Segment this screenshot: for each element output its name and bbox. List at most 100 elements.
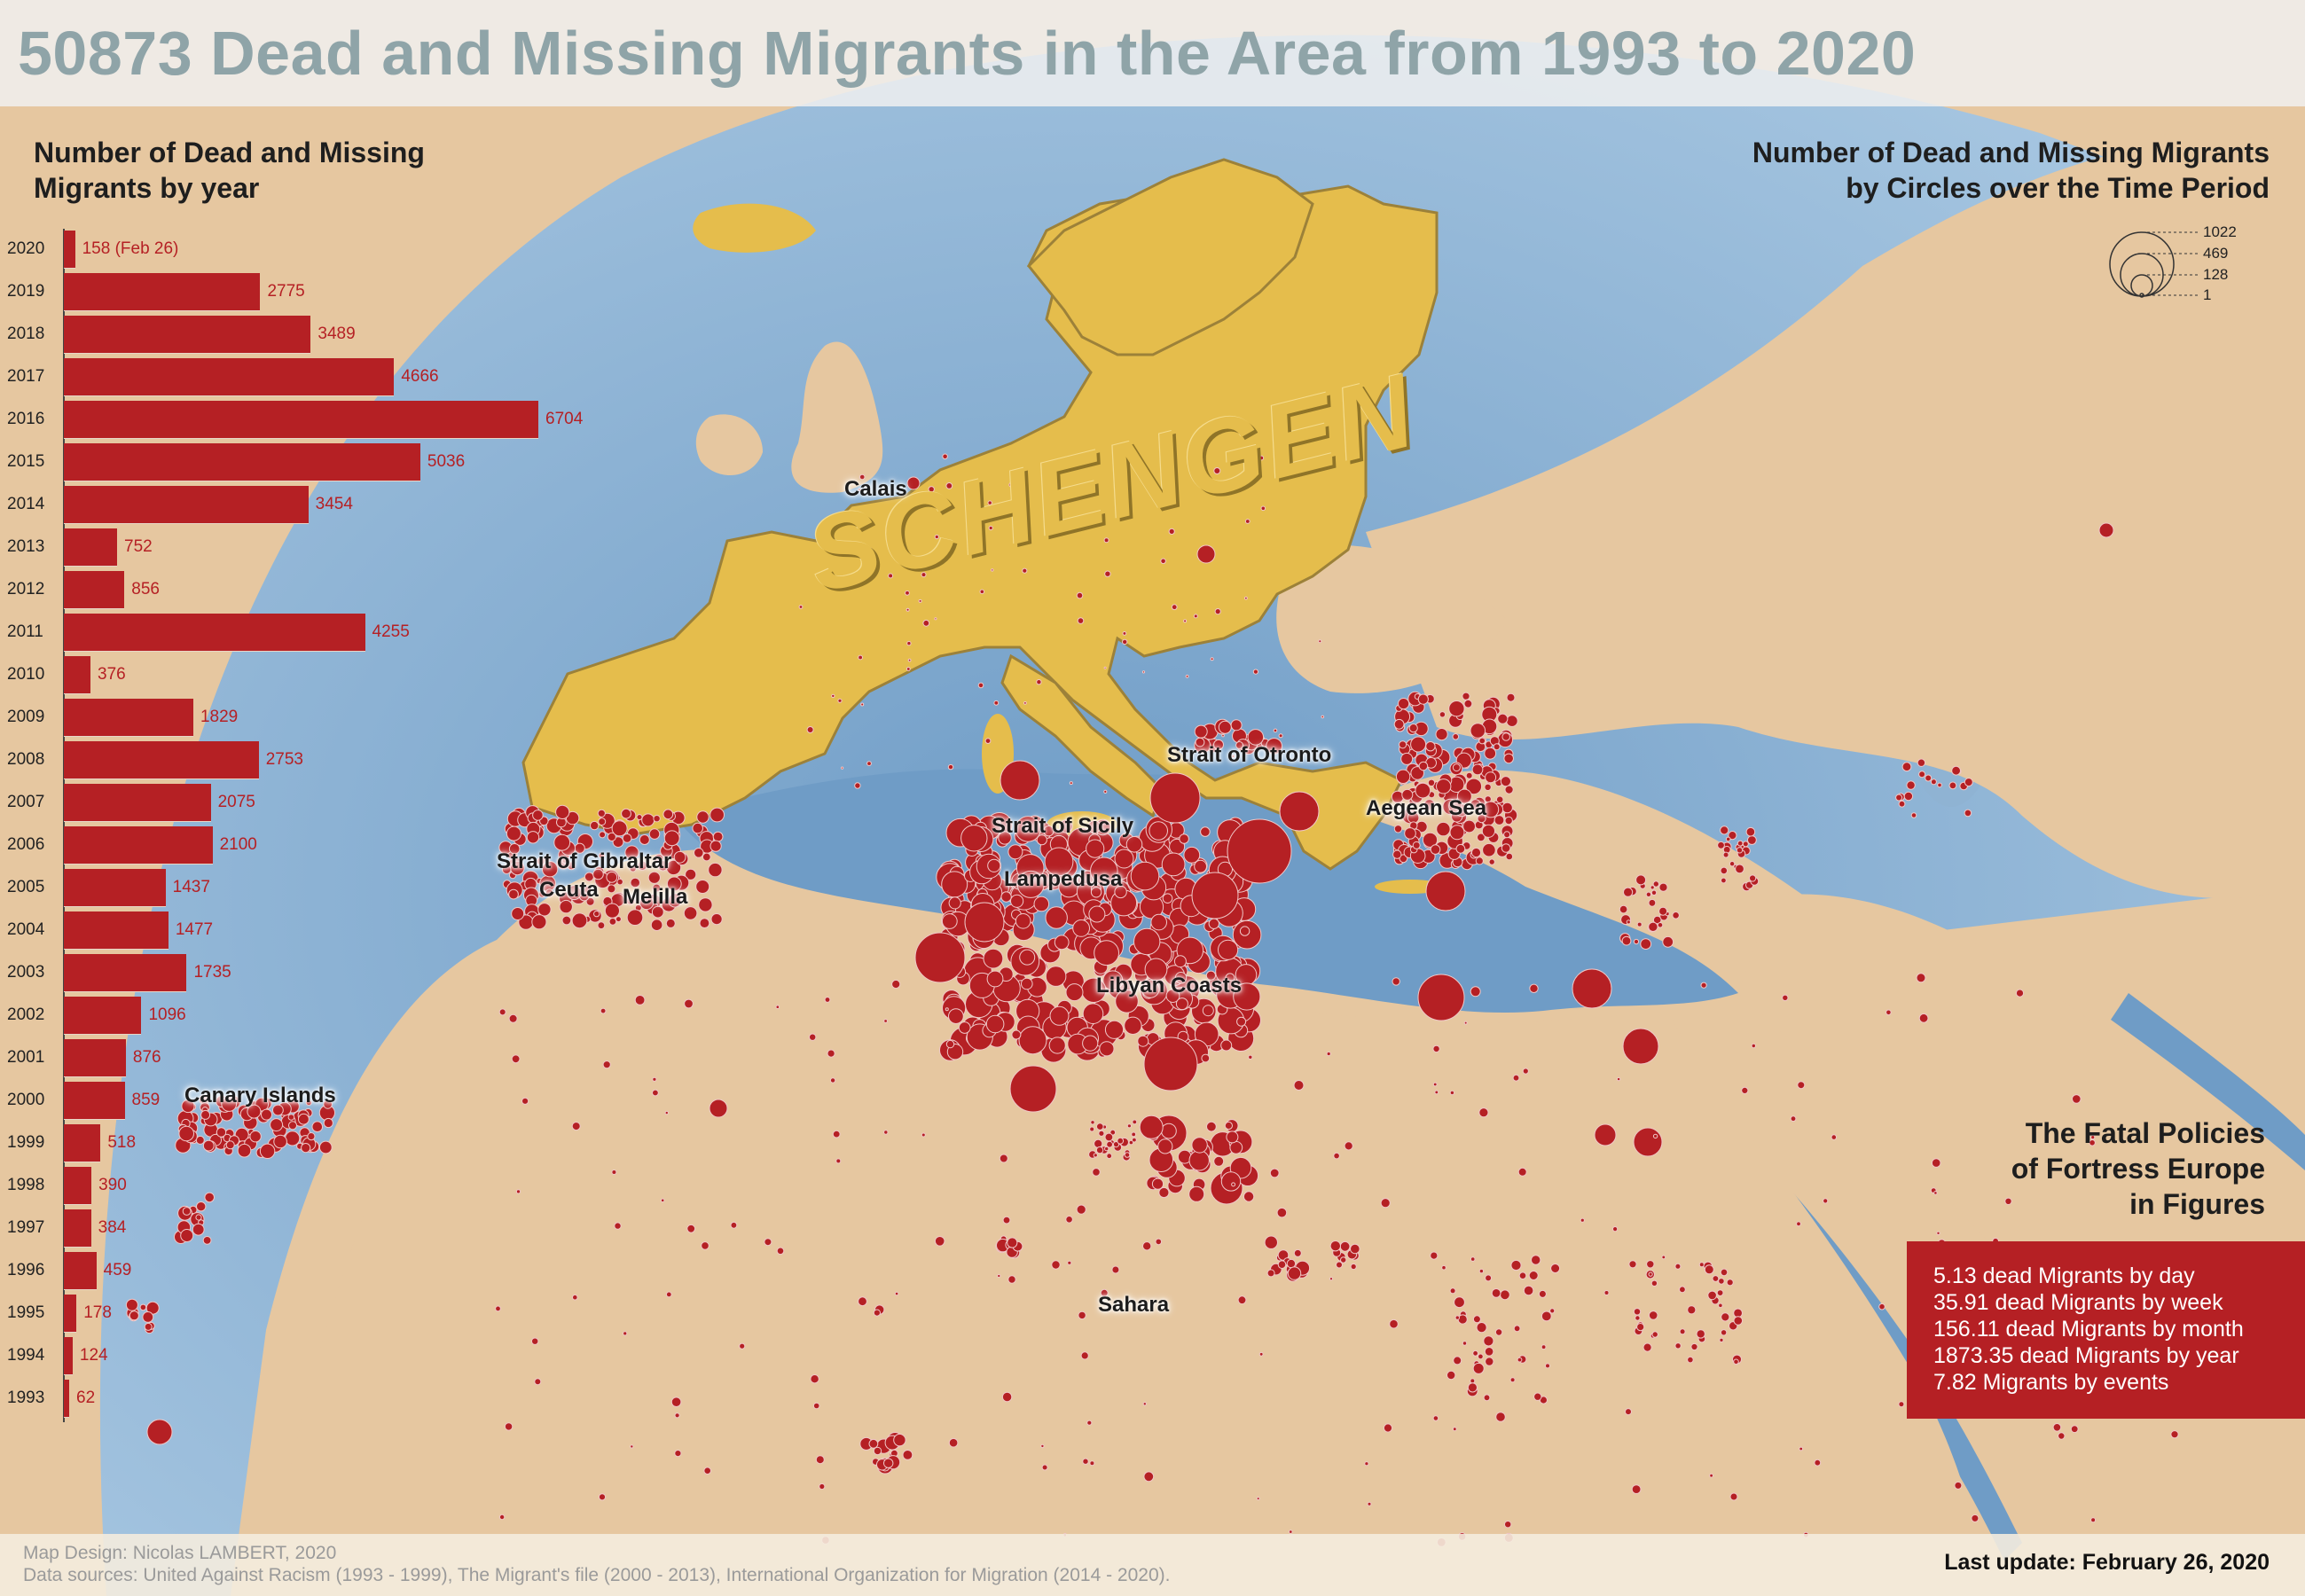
victim-circle	[1898, 1401, 1905, 1408]
victim-circle	[1436, 821, 1451, 837]
victim-circle	[204, 1192, 215, 1203]
victim-circle	[2070, 1425, 2079, 1434]
victim-circle	[1690, 1342, 1698, 1351]
victim-circle	[1007, 1237, 1018, 1248]
victim-circle	[798, 605, 804, 609]
victim-circle	[1470, 986, 1481, 998]
bar-year-label: 2017	[7, 367, 45, 386]
victim-circle	[1224, 1121, 1234, 1130]
bar-value-label: 62	[76, 1389, 96, 1407]
victim-circle	[1015, 913, 1031, 929]
victim-circle	[1033, 896, 1050, 912]
victim-circle	[832, 1130, 841, 1138]
bar-year-label: 2009	[7, 708, 45, 726]
victim-circle	[1329, 1240, 1342, 1252]
victim-circle	[323, 1099, 333, 1109]
victim-circle	[1494, 815, 1505, 825]
victim-circle	[1432, 1044, 1440, 1053]
victim-circle	[144, 1322, 153, 1331]
victim-circle	[318, 1140, 333, 1154]
victim-circle	[1044, 847, 1074, 877]
victim-circle	[1504, 816, 1513, 825]
victim-circle	[1720, 825, 1729, 835]
victim-circle	[1463, 699, 1473, 708]
victim-circle	[1417, 693, 1429, 705]
bar-row-2001: 2001 876	[0, 1037, 621, 1078]
victim-circle	[1652, 915, 1662, 925]
bar-row-2010: 2010 376	[0, 654, 621, 695]
victim-circle	[590, 820, 600, 831]
victim-circle	[1506, 715, 1518, 727]
victim-circle	[1448, 799, 1462, 813]
victim-circle	[1007, 1275, 1016, 1284]
victim-circle	[1721, 877, 1727, 884]
victim-circle	[1823, 1198, 1829, 1204]
victim-circle	[1276, 1207, 1288, 1218]
victim-circle	[541, 861, 559, 878]
victim-circle	[1494, 1328, 1503, 1336]
bar-row-2012: 2012 856	[0, 569, 621, 610]
victim-circle	[1143, 1471, 1155, 1483]
circle-legend-heading: Number of Dead and Missing Migrants by C…	[1649, 135, 2270, 206]
bar-value-label: 856	[131, 580, 160, 598]
victim-circle	[559, 899, 573, 914]
victim-circle	[1103, 666, 1107, 669]
victim-circle	[1106, 1153, 1113, 1160]
victim-circle	[948, 1437, 959, 1448]
victim-circle	[921, 572, 927, 578]
victim-circle	[272, 1104, 284, 1116]
victim-circle	[600, 1007, 607, 1014]
victim-circle	[1603, 1290, 1610, 1295]
victim-circle	[508, 843, 521, 855]
victim-circle	[1878, 1303, 1886, 1310]
victim-circle	[1205, 970, 1217, 981]
victim-circle	[1725, 836, 1731, 842]
victim-circle	[1142, 1402, 1148, 1406]
bar-value-label: 1096	[148, 1005, 186, 1024]
bar-2006	[64, 826, 213, 864]
schengen-area	[521, 184, 1439, 871]
victim-circle	[1125, 836, 1143, 853]
victim-circle	[652, 1089, 659, 1097]
circle-legend-heading-line1: Number of Dead and Missing Migrants	[1752, 137, 2270, 168]
victim-circle	[1470, 1378, 1476, 1384]
victim-circle	[1185, 674, 1189, 678]
bar-value-label: 384	[98, 1218, 127, 1237]
victim-circle	[1422, 832, 1439, 848]
victim-circle	[873, 1309, 882, 1317]
bar-row-2020: 2020 158 (Feb 26)	[0, 229, 621, 270]
victim-circle	[1513, 1325, 1521, 1333]
victim-circle	[506, 825, 521, 841]
victim-circle	[1484, 747, 1497, 760]
victim-circle	[1173, 955, 1187, 968]
label-strait-of-sicily: Strait of Sicily	[992, 814, 1134, 838]
bar-row-1998: 1998 390	[0, 1165, 621, 1206]
victim-circle	[1512, 1074, 1520, 1082]
victim-circle	[1019, 949, 1036, 966]
victim-circle	[1482, 801, 1500, 818]
victim-circle	[858, 473, 866, 481]
victim-circle	[1661, 1255, 1666, 1260]
victim-circle	[1392, 849, 1402, 859]
victim-circle	[997, 1273, 1001, 1279]
victim-circle	[307, 1132, 316, 1141]
credit-design: Map Design: Nicolas LAMBERT, 2020	[23, 1543, 337, 1563]
victim-circle	[1648, 921, 1658, 933]
victim-circle	[1733, 1316, 1744, 1326]
bar-year-label: 2006	[7, 835, 45, 854]
victim-circle	[893, 1433, 906, 1447]
victim-circle	[1648, 898, 1657, 907]
victim-circle	[1043, 825, 1054, 837]
victim-circle	[1410, 736, 1427, 753]
victim-circle	[1049, 1005, 1070, 1026]
bar-row-2008: 2008 2753	[0, 739, 621, 780]
victim-circle	[1194, 859, 1207, 873]
victim-circle	[2058, 1432, 2066, 1440]
victim-circle	[1648, 1310, 1658, 1320]
legend-value-1022: 1022	[2203, 223, 2237, 240]
label-strait-of-gibraltar: Strait of Gibraltar	[497, 849, 672, 873]
bar-year-label: 2010	[7, 665, 45, 684]
victim-circle	[1722, 851, 1729, 858]
victim-circle	[1078, 1310, 1086, 1320]
victim-circle	[866, 761, 872, 766]
